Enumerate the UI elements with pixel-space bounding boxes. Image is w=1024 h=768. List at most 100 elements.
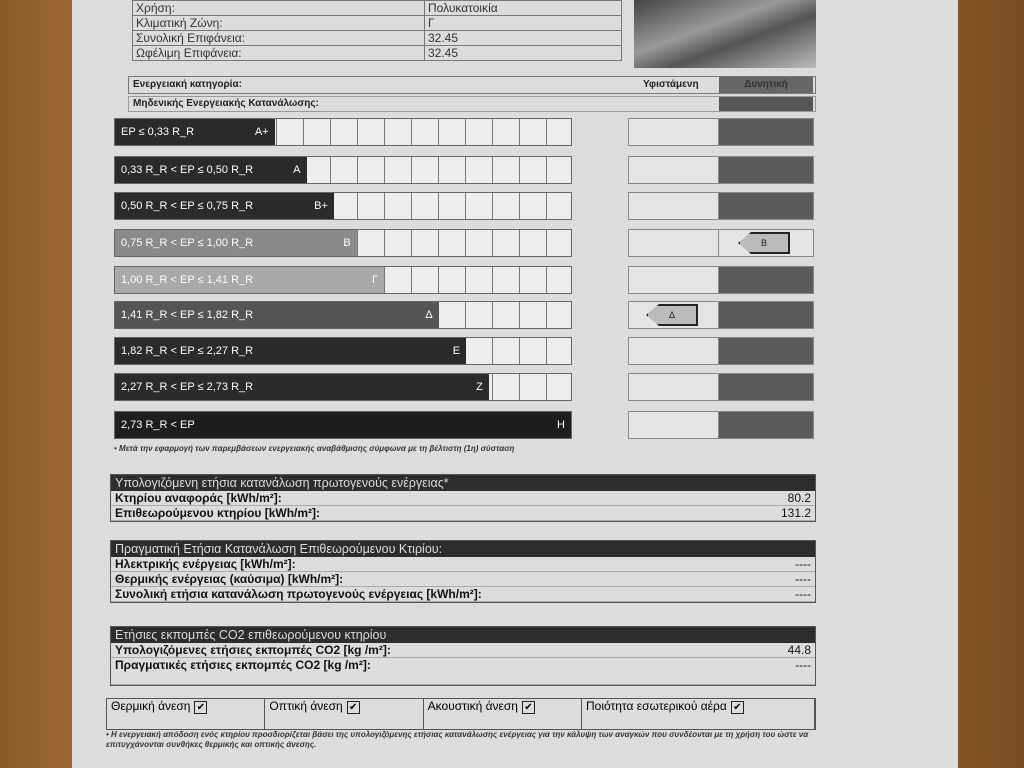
potential-header: Δυνητική: [719, 77, 813, 93]
rating-letter: Γ: [371, 274, 379, 286]
row-value: ----: [795, 587, 811, 601]
row-label: Συνολική ετήσια κατανάλωση πρωτογενούς ε…: [115, 587, 482, 601]
section-title: Πραγματική Ετήσια Κατανάλωση Επιθεωρούμε…: [111, 541, 815, 557]
rating-letter: Δ: [425, 309, 433, 321]
rating-row-2: 0,50 R_R < EP ≤ 0,75 R_R B+: [114, 192, 572, 220]
rating-bar: 0,75 R_R < EP ≤ 1,00 R_R B: [115, 230, 357, 256]
comfort-label: Οπτική άνεση: [269, 699, 343, 713]
building-photo: [634, 0, 816, 68]
section-title: Ετήσιες εκπομπές CO2 επιθεωρούμενου κτηρ…: [111, 627, 815, 643]
data-row: Κτηρίου αναφοράς [kWh/m²]: 80.2: [111, 491, 815, 506]
zero-energy-potential-cell: [719, 97, 813, 111]
existing-cell: [628, 229, 720, 257]
category-title: Ενεργειακή κατηγορία:: [133, 79, 242, 90]
data-row: Επιθεωρούμενου κτηρίου [kWh/m²]: 131.2: [111, 506, 815, 521]
section-title: Υπολογιζόμενη ετήσια κατανάλωση πρωτογεν…: [111, 475, 815, 491]
footnote-energy-performance: • Η ενεργειακή απόδοση ενός κτηρίου προσ…: [106, 730, 809, 749]
rating-range: 2,73 R_R < EP: [121, 419, 195, 431]
potential-cell: [718, 192, 814, 220]
rating-bar: 2,27 R_R < EP ≤ 2,73 R_R Ζ: [115, 374, 489, 400]
potential-cell: [718, 266, 814, 294]
info-row: Ωφέλιμη Επιφάνεια: 32.45: [132, 45, 622, 61]
rating-letter: Ζ: [476, 381, 483, 393]
rating-bar: 1,00 R_R < EP ≤ 1,41 R_R Γ: [115, 267, 385, 293]
category-header: Ενεργειακή κατηγορία: Υφιστάμενη Δυνητικ…: [128, 76, 816, 94]
existing-cell: [628, 266, 720, 294]
comfort-label: Ποιότητα εσωτερικού αέρα: [585, 699, 727, 713]
potential-cell: [718, 373, 814, 401]
comfort-visual: Οπτική άνεση ✔: [265, 699, 424, 729]
row-label: Κτηρίου αναφοράς [kWh/m²]:: [115, 491, 282, 505]
info-value: 32.45: [424, 45, 622, 61]
existing-cell: [628, 118, 720, 146]
rating-row-7: 2,27 R_R < EP ≤ 2,73 R_R Ζ: [114, 373, 572, 401]
comfort-checklist: Θερμική άνεση ✔ Οπτική άνεση ✔ Ακουστική ά…: [106, 698, 816, 730]
potential-cell: [718, 118, 814, 146]
rating-letter: A: [293, 164, 301, 176]
rating-letter: A+: [254, 126, 269, 138]
row-label: Επιθεωρούμενου κτηρίου [kWh/m²]:: [115, 506, 321, 520]
potential-cell: [718, 337, 814, 365]
row-label: Ηλεκτρικής ενέργειας [kWh/m²]:: [115, 557, 296, 571]
potential-cell: [718, 411, 814, 439]
rating-letter: B: [343, 237, 351, 249]
footnote-recommendation: • Μετά την εφαρμογή των παρεμβάσεων ενερ…: [114, 444, 515, 453]
info-label: Κλιματική Ζώνη:: [132, 15, 425, 31]
potential-rating-arrow: Β: [738, 232, 790, 254]
row-value: ----: [795, 658, 811, 672]
existing-cell: [628, 411, 720, 439]
existing-cell: [628, 337, 720, 365]
row-value: 44.8: [787, 643, 811, 657]
rating-letter: Ε: [452, 345, 461, 357]
row-value: 80.2: [787, 491, 811, 505]
info-label: Συνολική Επιφάνεια:: [132, 30, 425, 46]
rating-range: 1,00 R_R < EP ≤ 1,41 R_R: [121, 274, 254, 286]
row-label: Υπολογιζόμενες ετήσιες εκπομπές CO2 [kg …: [115, 643, 391, 657]
existing-header: Υφιστάμενη: [643, 79, 699, 90]
comfort-air-quality: Ποιότητα εσωτερικού αέρα ✔: [582, 699, 815, 729]
info-label: Ωφέλιμη Επιφάνεια:: [132, 45, 425, 61]
rating-row-0: EP ≤ 0,33 R_R A+: [114, 118, 572, 146]
rating-row-5: 1,41 R_R < EP ≤ 1,82 R_R Δ: [114, 301, 572, 329]
rating-letter: Η: [557, 419, 565, 431]
existing-cell: [628, 156, 720, 184]
rating-row-4: 1,00 R_R < EP ≤ 1,41 R_R Γ: [114, 266, 572, 294]
co2-emissions-section: Ετήσιες εκπομπές CO2 επιθεωρούμενου κτηρ…: [110, 626, 816, 686]
potential-cell: [718, 301, 814, 329]
zero-energy-row: Μηδενικής Ενεργειακής Κατανάλωσης:: [128, 96, 816, 112]
checkbox-checked-icon[interactable]: ✔: [521, 701, 535, 714]
rating-bar: EP ≤ 0,33 R_R A+: [115, 119, 275, 145]
comfort-label: Θερμική άνεση: [111, 699, 191, 713]
checkbox-checked-icon[interactable]: ✔: [194, 701, 208, 714]
potential-cell: [718, 156, 814, 184]
existing-rating-arrow: Δ: [646, 304, 698, 326]
row-value: ----: [795, 557, 811, 571]
rating-bar: 2,73 R_R < EP Η: [115, 412, 571, 438]
info-value: Πολυκατοικία: [424, 0, 622, 16]
rating-row-8: 2,73 R_R < EP Η: [114, 411, 572, 439]
rating-bar: 1,41 R_R < EP ≤ 1,82 R_R Δ: [115, 302, 439, 328]
row-label: Θερμικής ενέργειας (καύσιμα) [kWh/m²]:: [115, 572, 344, 586]
info-row: Συνολική Επιφάνεια: 32.45: [132, 30, 622, 46]
rating-range: 1,82 R_R < EP ≤ 2,27 R_R: [121, 345, 254, 357]
calculated-consumption-section: Υπολογιζόμενη ετήσια κατανάλωση πρωτογεν…: [110, 474, 816, 522]
info-value: 32.45: [424, 30, 622, 46]
row-value: 131.2: [780, 506, 811, 520]
rating-range: 0,75 R_R < EP ≤ 1,00 R_R: [121, 237, 254, 249]
checkbox-checked-icon[interactable]: ✔: [346, 701, 360, 714]
row-value: ----: [795, 572, 811, 586]
data-row: Υπολογιζόμενες ετήσιες εκπομπές CO2 [kg …: [111, 643, 815, 658]
rating-range: 0,50 R_R < EP ≤ 0,75 R_R: [121, 200, 254, 212]
existing-cell: [628, 192, 720, 220]
rating-range: EP ≤ 0,33 R_R: [121, 126, 195, 138]
info-value: Γ: [424, 15, 622, 31]
rating-row-1: 0,33 R_R < EP ≤ 0,50 R_R A: [114, 156, 572, 184]
rating-row-6: 1,82 R_R < EP ≤ 2,27 R_R Ε: [114, 337, 572, 365]
rating-letter: B+: [314, 200, 328, 212]
comfort-label: Ακουστική άνεση: [427, 699, 518, 713]
rating-range: 0,33 R_R < EP ≤ 0,50 R_R: [121, 164, 254, 176]
data-row: Πραγματικές ετήσιες εκπομπές CO2 [kg /m²…: [111, 658, 815, 685]
rating-range: 2,27 R_R < EP ≤ 2,73 R_R: [121, 381, 254, 393]
row-label: Πραγματικές ετήσιες εκπομπές CO2 [kg /m²…: [115, 658, 371, 672]
checkbox-checked-icon[interactable]: ✔: [730, 701, 744, 714]
